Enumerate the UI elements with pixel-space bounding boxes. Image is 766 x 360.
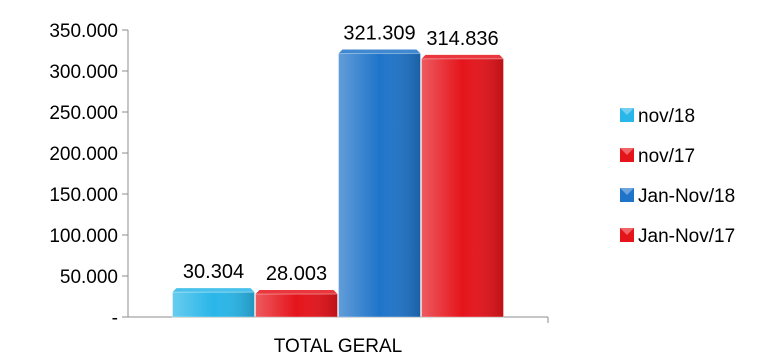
x-axis: TOTAL GERAL bbox=[128, 316, 549, 357]
legend-swatch bbox=[620, 108, 634, 122]
legend-label: nov/18 bbox=[638, 106, 695, 127]
y-tick-label: 350.000 bbox=[49, 21, 118, 42]
data-label-4: 314.836 bbox=[426, 28, 498, 50]
legend-swatch bbox=[620, 228, 634, 242]
legend-swatch-bevel bbox=[620, 108, 634, 115]
y-tick-label: 100.000 bbox=[49, 226, 118, 247]
y-axis: - 50.000 100.000 150.000 200.000 250.000 300.0… bbox=[49, 21, 129, 329]
data-labels: 30.304 28.003 321.309 314.836 bbox=[183, 23, 499, 286]
bar-1 bbox=[172, 288, 255, 318]
bar-outline bbox=[421, 58, 504, 318]
bar-top-bevel bbox=[172, 288, 255, 293]
bar-outline bbox=[338, 53, 421, 318]
y-tick-label: 200.000 bbox=[49, 144, 118, 165]
legend-item-4: Jan-Nov/17 bbox=[620, 226, 735, 247]
legend: nov/18 nov/17 Jan-Nov/18 Jan-Nov/17 bbox=[620, 106, 735, 247]
category-label: TOTAL GERAL bbox=[274, 336, 402, 357]
y-tick-label: - bbox=[112, 308, 118, 329]
bar-2 bbox=[255, 290, 338, 318]
legend-swatch bbox=[620, 188, 634, 202]
bars bbox=[172, 49, 504, 318]
bar-outline bbox=[172, 291, 255, 318]
bar-3 bbox=[338, 49, 421, 318]
y-tick-label: 250.000 bbox=[49, 103, 118, 124]
legend-item-2: nov/17 bbox=[620, 146, 695, 167]
data-label-3: 321.309 bbox=[343, 23, 415, 45]
bar-shading bbox=[255, 294, 338, 317]
y-tick-label: 50.000 bbox=[60, 267, 118, 288]
legend-item-3: Jan-Nov/18 bbox=[620, 186, 735, 207]
legend-label: Jan-Nov/18 bbox=[638, 186, 735, 207]
legend-item-1: nov/18 bbox=[620, 106, 695, 127]
data-label-2: 28.003 bbox=[266, 263, 327, 285]
bar-4 bbox=[421, 54, 504, 318]
bar-top-bevel bbox=[255, 290, 338, 295]
data-label-1: 30.304 bbox=[183, 261, 244, 283]
bar-shading bbox=[338, 53, 421, 318]
bar-shading bbox=[421, 58, 504, 318]
y-tick-label: 150.000 bbox=[49, 185, 118, 206]
legend-label: nov/17 bbox=[638, 146, 695, 167]
bar-top-bevel bbox=[338, 49, 421, 54]
legend-swatch-bevel bbox=[620, 228, 634, 235]
legend-swatch-bevel bbox=[620, 188, 634, 195]
bar-top-bevel bbox=[421, 54, 504, 59]
bar-outline bbox=[255, 293, 338, 318]
y-tick-label: 300.000 bbox=[49, 62, 118, 83]
bar-shading bbox=[172, 292, 255, 317]
legend-swatch bbox=[620, 148, 634, 162]
legend-label: Jan-Nov/17 bbox=[638, 226, 735, 247]
legend-swatch-bevel bbox=[620, 148, 634, 155]
